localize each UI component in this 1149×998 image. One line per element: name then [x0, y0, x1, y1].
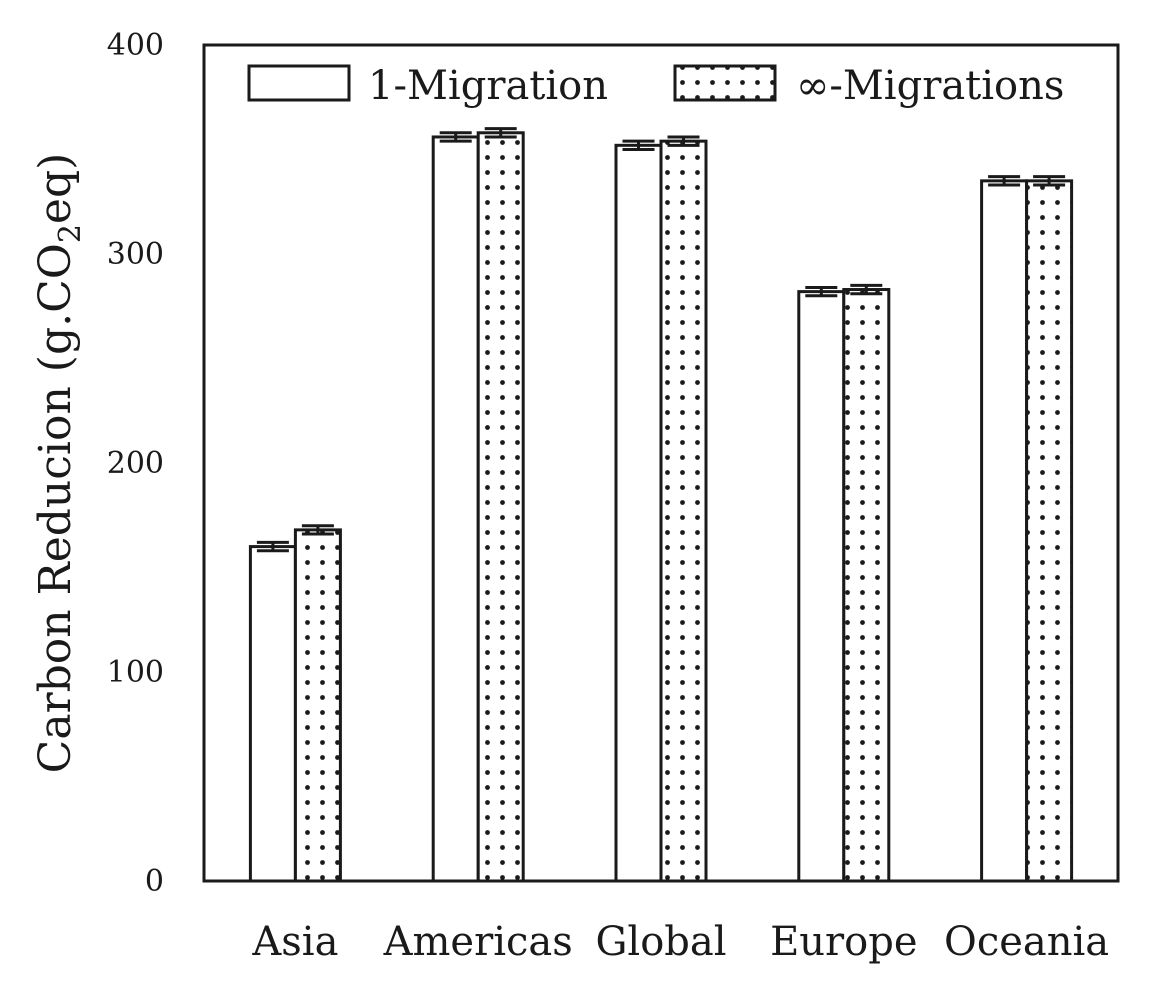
bar-europe-inf-migrations [842, 288, 891, 883]
legend-swatch-0 [247, 64, 351, 102]
legend-swatch-1 [673, 64, 777, 102]
y-tick-label: 400 [107, 28, 164, 63]
y-tick-label: 200 [107, 446, 164, 481]
y-tick-label: 300 [107, 237, 164, 272]
y-axis-title-main: Carbon Reducion (g.CO [30, 243, 81, 773]
bar-asia-one-migration [248, 545, 297, 883]
x-tick-label: Asia [251, 919, 338, 965]
bar-global-one-migration [614, 143, 663, 883]
bar-oceania-one-migration [980, 179, 1029, 883]
error-bar-global-1 [667, 135, 700, 147]
error-bar-global-0 [622, 139, 655, 151]
error-bar-oceania-1 [1033, 175, 1066, 187]
svg-text:Carbon Reducion (g.CO2eq): Carbon Reducion (g.CO2eq) [30, 153, 88, 774]
error-bar-europe-1 [850, 283, 883, 296]
error-bar-americas-1 [484, 127, 517, 139]
y-axis-title-suffix: eq) [30, 153, 81, 224]
x-ticks: Asia Americas Global Europe Oceania [251, 919, 1109, 965]
legend-label-1: ∞-Migrations [796, 63, 1064, 109]
plot-frame [202, 43, 1120, 883]
x-tick-label: Oceania [944, 919, 1109, 965]
error-bar-europe-0 [805, 285, 838, 298]
y-tick-label: 0 [145, 864, 164, 899]
legend-label-0: 1-Migration [368, 63, 608, 109]
legend: 1-Migration ∞-Migrations [247, 63, 1064, 109]
y-axis-title: Carbon Reducion (g.CO2eq) [30, 153, 88, 774]
x-tick-label: Europe [770, 919, 917, 965]
bars [248, 127, 1074, 883]
x-tick-label: Global [595, 919, 726, 965]
error-bar-asia-1 [301, 524, 334, 536]
error-bar-americas-0 [439, 131, 472, 143]
y-axis-title-subscript: 2 [53, 224, 88, 243]
x-tick-label: Americas [383, 919, 573, 965]
bar-asia-inf-migrations [293, 528, 342, 883]
bar-europe-one-migration [797, 290, 846, 883]
y-ticks: 0 100 200 300 400 [107, 28, 164, 899]
y-tick-label: 100 [107, 655, 164, 690]
bar-americas-inf-migrations [476, 131, 525, 883]
bar-oceania-inf-migrations [1025, 179, 1074, 883]
error-bar-oceania-0 [988, 175, 1021, 187]
error-bar-asia-0 [256, 540, 289, 553]
bar-americas-one-migration [431, 135, 480, 883]
bar-global-inf-migrations [659, 139, 708, 883]
